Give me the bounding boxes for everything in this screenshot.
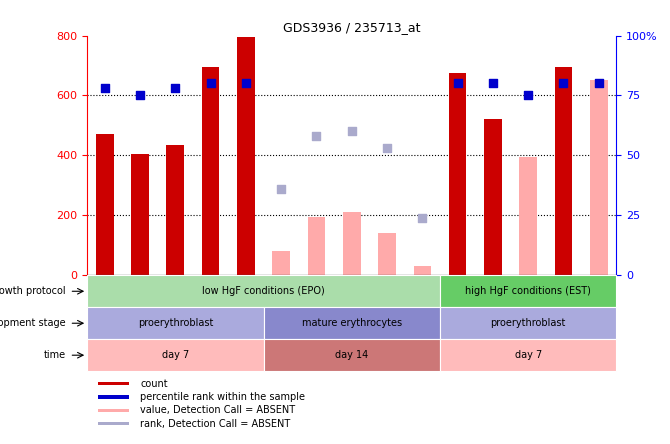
Bar bbox=[590, 80, 608, 275]
Bar bbox=[308, 217, 325, 275]
Bar bbox=[87, 307, 263, 339]
Bar bbox=[87, 339, 263, 371]
Bar bbox=[555, 67, 572, 275]
Point bbox=[346, 128, 357, 135]
Text: mature erythrocytes: mature erythrocytes bbox=[302, 318, 402, 328]
Bar bbox=[519, 157, 537, 275]
Bar bbox=[272, 251, 290, 275]
Point bbox=[558, 80, 569, 87]
Title: GDS3936 / 235713_at: GDS3936 / 235713_at bbox=[283, 21, 421, 34]
Text: value, Detection Call = ABSENT: value, Detection Call = ABSENT bbox=[140, 405, 295, 415]
Bar bbox=[237, 37, 255, 275]
Point bbox=[594, 80, 604, 87]
Bar bbox=[440, 339, 616, 371]
Bar bbox=[263, 339, 440, 371]
Point bbox=[205, 80, 216, 87]
Point bbox=[135, 92, 145, 99]
Text: count: count bbox=[140, 379, 168, 388]
Bar bbox=[449, 73, 466, 275]
Bar bbox=[96, 135, 114, 275]
Text: proerythroblast: proerythroblast bbox=[490, 318, 566, 328]
Bar bbox=[98, 395, 129, 399]
Point bbox=[452, 80, 463, 87]
Text: high HgF conditions (EST): high HgF conditions (EST) bbox=[465, 286, 591, 296]
Text: day 7: day 7 bbox=[515, 350, 542, 360]
Point bbox=[311, 133, 322, 140]
Bar bbox=[440, 275, 616, 307]
Bar bbox=[98, 408, 129, 412]
Bar bbox=[98, 382, 129, 385]
Point bbox=[241, 80, 251, 87]
Text: time: time bbox=[44, 350, 66, 360]
Text: development stage: development stage bbox=[0, 318, 66, 328]
Text: day 7: day 7 bbox=[161, 350, 189, 360]
Text: low HgF conditions (EPO): low HgF conditions (EPO) bbox=[202, 286, 325, 296]
Point bbox=[276, 186, 287, 193]
Text: percentile rank within the sample: percentile rank within the sample bbox=[140, 392, 305, 402]
Bar bbox=[343, 212, 360, 275]
Bar bbox=[98, 422, 129, 425]
Bar bbox=[166, 145, 184, 275]
Point bbox=[170, 85, 181, 92]
Point bbox=[417, 214, 427, 221]
Text: day 14: day 14 bbox=[335, 350, 368, 360]
Text: rank, Detection Call = ABSENT: rank, Detection Call = ABSENT bbox=[140, 419, 290, 428]
Bar bbox=[263, 307, 440, 339]
Text: growth protocol: growth protocol bbox=[0, 286, 66, 296]
Bar bbox=[202, 67, 220, 275]
Bar bbox=[131, 154, 149, 275]
Point bbox=[488, 80, 498, 87]
Bar bbox=[484, 119, 502, 275]
Text: proerythroblast: proerythroblast bbox=[137, 318, 213, 328]
Bar bbox=[378, 234, 396, 275]
Point bbox=[99, 85, 110, 92]
Point bbox=[382, 145, 393, 152]
Bar bbox=[440, 307, 616, 339]
Bar bbox=[87, 275, 440, 307]
Bar bbox=[413, 266, 431, 275]
Point bbox=[523, 92, 533, 99]
